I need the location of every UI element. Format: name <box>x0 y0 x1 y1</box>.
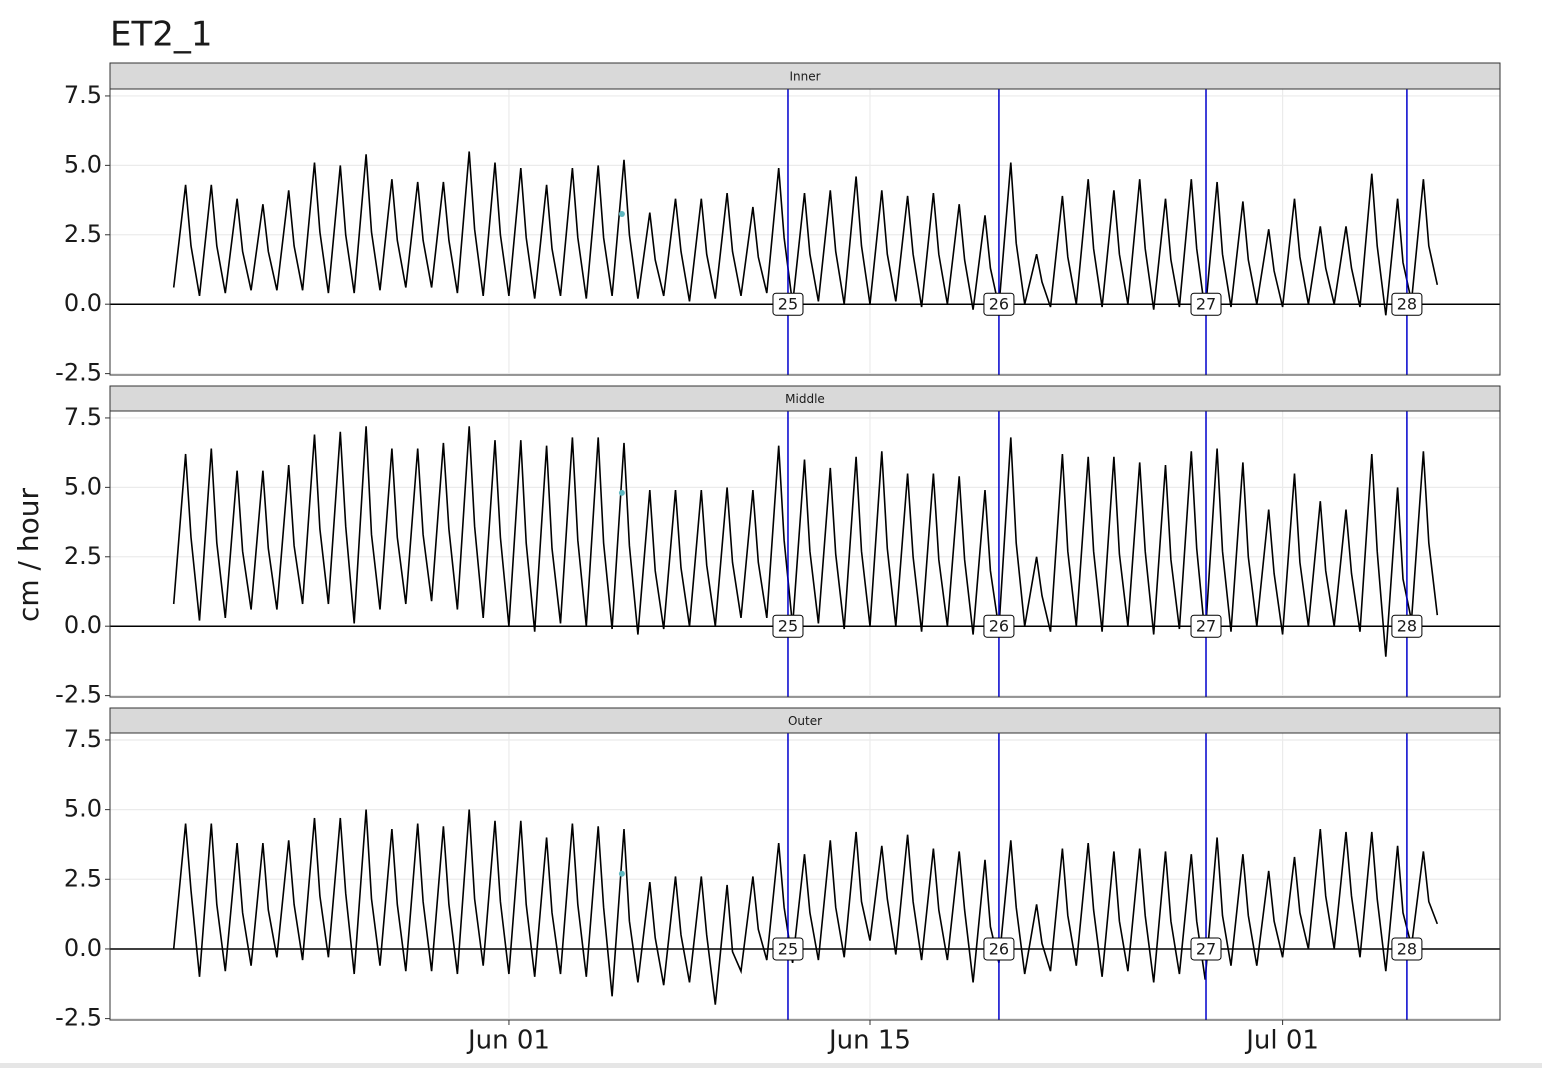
y-tick-label: 0.0 <box>64 611 102 639</box>
event-label-box <box>772 292 804 316</box>
event-label-box <box>1190 614 1222 638</box>
highlight-point <box>618 870 625 877</box>
event-label-box <box>1190 292 1222 316</box>
event-label-box <box>1391 292 1423 316</box>
y-tick-label: -2.5 <box>55 1004 102 1032</box>
event-label-box <box>1190 937 1222 961</box>
event-label-box <box>983 614 1015 638</box>
event-label: 26 <box>989 939 1009 958</box>
y-tick-label: 0.0 <box>64 289 102 317</box>
series-line <box>172 809 1439 1005</box>
event-label: 28 <box>1397 295 1417 314</box>
highlight-point <box>618 210 625 217</box>
panel-border <box>109 732 1501 1021</box>
event-label: 25 <box>778 939 798 958</box>
event-label-box <box>983 937 1015 961</box>
panel-border <box>109 88 1501 376</box>
event-label: 27 <box>1196 617 1216 636</box>
event-label: 26 <box>989 295 1009 314</box>
y-tick-label: 2.5 <box>64 220 102 248</box>
strip-label: Inner <box>789 70 820 84</box>
event-label-box <box>983 292 1015 316</box>
strip-label: Middle <box>785 392 825 406</box>
event-label-box <box>772 614 804 638</box>
event-label: 26 <box>989 617 1009 636</box>
y-tick-label: 5.0 <box>64 472 102 500</box>
strip <box>109 62 1501 90</box>
bottom-bar <box>0 1063 1542 1068</box>
series-line <box>172 426 1439 657</box>
event-label-box <box>1391 937 1423 961</box>
x-tick-label: Jun 01 <box>466 1026 550 1056</box>
event-label-box <box>1391 614 1423 638</box>
event-label: 27 <box>1196 939 1216 958</box>
y-tick-label: 7.5 <box>64 81 102 109</box>
y-tick-label: 5.0 <box>64 150 102 178</box>
x-tick-label: Jun 15 <box>827 1026 911 1056</box>
event-label: 25 <box>778 295 798 314</box>
event-label: 28 <box>1397 939 1417 958</box>
y-tick-label: 7.5 <box>64 403 102 431</box>
y-tick-label: -2.5 <box>55 681 102 709</box>
chart-title: ET2_1 <box>110 15 213 55</box>
event-label: 28 <box>1397 617 1417 636</box>
y-axis-label: cm / hour <box>12 487 45 622</box>
y-tick-label: 2.5 <box>64 864 102 892</box>
strip <box>109 707 1501 734</box>
event-label: 27 <box>1196 295 1216 314</box>
y-tick-label: 7.5 <box>64 725 102 753</box>
y-tick-label: 2.5 <box>64 542 102 570</box>
strip-label: Outer <box>788 714 822 728</box>
panel-border <box>109 410 1501 698</box>
panel <box>110 411 1500 697</box>
x-tick-label: Jul 01 <box>1244 1026 1319 1056</box>
event-label: 25 <box>778 617 798 636</box>
highlight-point <box>618 489 625 496</box>
series-line <box>172 151 1439 316</box>
event-label-box <box>772 937 804 961</box>
y-tick-label: 5.0 <box>64 795 102 823</box>
y-tick-label: 0.0 <box>64 934 102 962</box>
strip <box>109 385 1501 412</box>
y-tick-label: -2.5 <box>55 359 102 387</box>
